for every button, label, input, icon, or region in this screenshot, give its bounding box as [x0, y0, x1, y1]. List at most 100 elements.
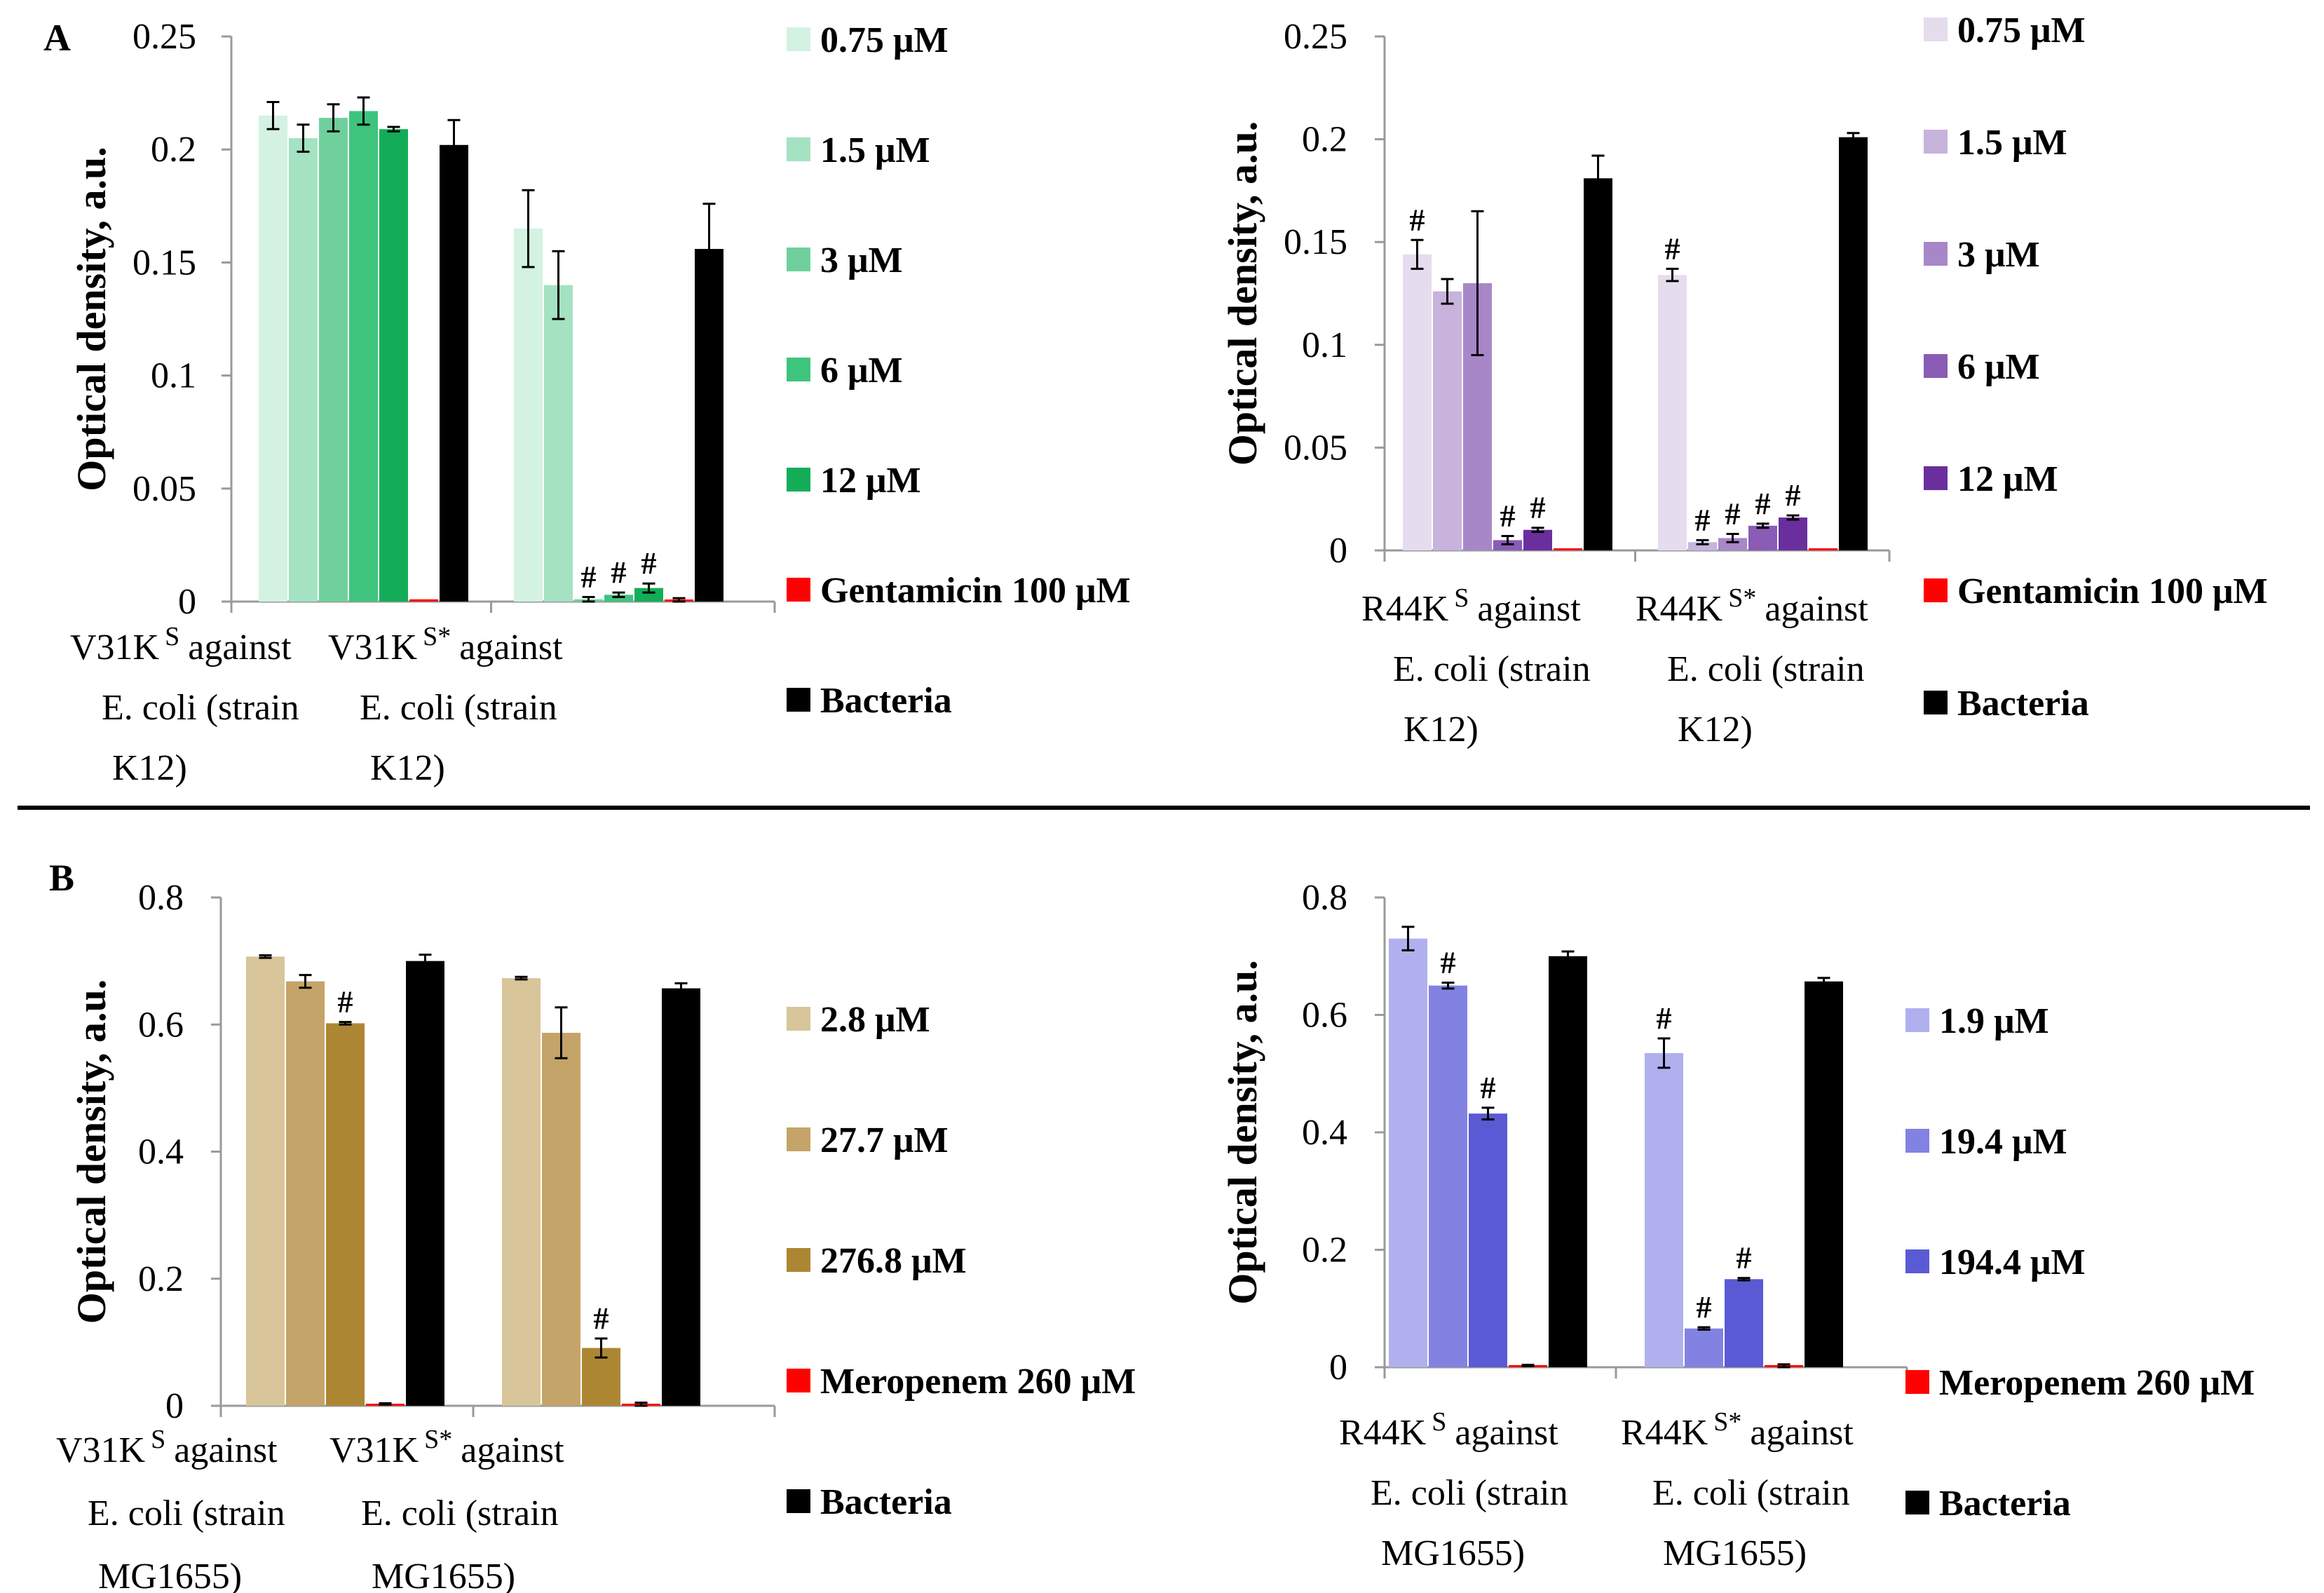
panel-label-a: A: [43, 17, 71, 59]
b-right-bar: [1549, 956, 1587, 1367]
b-left-group-label-line: V31K S* against: [329, 1425, 564, 1470]
a-right-group-label-line: E. coli (strain: [1393, 649, 1591, 689]
a-left-group-label-line: E. coli (strain: [102, 688, 299, 728]
a-right-legend-label: Bacteria: [1957, 684, 2089, 724]
a-right-significance-mark: #: [1410, 203, 1425, 237]
b-right-y-tick-label: 0.6: [1302, 996, 1347, 1036]
a-left-y-tick-label: 0.1: [151, 356, 196, 396]
b-left-group-label-line: E. coli (strain: [361, 1493, 559, 1533]
a-left-y-tick-label: 0.05: [132, 469, 196, 509]
b-left-legend-label: 276.8 μM: [820, 1241, 967, 1281]
b-right-legend-swatch: [1905, 1008, 1929, 1032]
a-right-y-axis-label: Optical density, a.u.: [1220, 121, 1265, 466]
b-right-significance-mark: #: [1441, 945, 1456, 979]
a-left-bar: [440, 144, 468, 602]
a-right-bar: [1658, 275, 1687, 550]
b-left-bar: [542, 1033, 580, 1406]
b-right-y-axis-label: Optical density, a.u.: [1220, 960, 1265, 1304]
a-left-legend-swatch: [787, 468, 810, 492]
group-label-base: V31K: [70, 628, 160, 667]
b-left-bar: [326, 1023, 365, 1406]
b-left-group-label-line: MG1655): [98, 1557, 242, 1593]
b-left-y-tick-label: 0.2: [138, 1259, 184, 1299]
a-left-legend-label: 3 μM: [820, 240, 903, 280]
a-right-legend-label: 3 μM: [1957, 235, 2040, 275]
a-left-bar: [514, 229, 543, 602]
group-label-rest: against: [188, 628, 292, 667]
a-left-group-label-line: E. coli (strain: [360, 688, 557, 728]
group-label-base: V31K: [328, 628, 418, 667]
b-left-legend-swatch: [787, 1369, 810, 1392]
a-left-bar: [409, 599, 438, 602]
chart-a-right: 0 0.05 0.1 0.15 0.2 0.25 Optical density, a.u.…: [1220, 11, 2268, 750]
b-left-group-label-line: MG1655): [372, 1557, 515, 1593]
b-right-y-tick-label: 0.8: [1302, 878, 1347, 918]
charts-layer: 0 0.05 0.1 0.15 0.2 0.25 Optical density, a.u.…: [56, 11, 2268, 1593]
a-right-legend-swatch: [1924, 466, 1948, 490]
a-right-significance-mark: #: [1786, 478, 1801, 513]
b-left-group-label-line: E. coli (strain: [88, 1493, 285, 1533]
b-right-y-tick-label: 0: [1329, 1348, 1347, 1388]
a-right-significance-mark: #: [1755, 487, 1771, 521]
b-left-y-tick-label: 0.4: [138, 1132, 184, 1172]
a-left-bar: [634, 588, 663, 602]
a-left-bar: [319, 118, 348, 602]
b-right-bar: [1805, 981, 1843, 1367]
b-left-legend-swatch: [787, 1007, 810, 1031]
chart-a-left: 0 0.05 0.1 0.15 0.2 0.25 Optical density, a.u.…: [69, 17, 1131, 788]
group-label-base: R44K: [1361, 589, 1449, 629]
group-label-superscript: S*: [424, 1425, 452, 1454]
group-label-base: R44K: [1339, 1413, 1427, 1453]
a-left-legend-swatch: [787, 137, 810, 161]
a-right-group-label-line: R44K S* against: [1636, 583, 1868, 629]
b-right-bar: [1725, 1279, 1763, 1367]
a-left-y-tick-label: 0.25: [132, 17, 196, 57]
b-right-significance-mark: #: [1481, 1071, 1496, 1105]
b-left-legend-swatch: [787, 1489, 810, 1513]
a-right-legend-label: Gentamicin 100 μM: [1957, 571, 2268, 611]
a-right-bar: [1839, 137, 1868, 551]
a-right-legend-swatch: [1924, 578, 1948, 602]
b-right-y-tick-label: 0.2: [1302, 1231, 1347, 1270]
a-right-bar: [1584, 178, 1612, 551]
b-right-bar: [1389, 938, 1427, 1367]
group-label-rest: against: [1455, 1413, 1558, 1453]
a-right-bar: [1748, 525, 1777, 550]
a-right-y-tick-label: 0.15: [1284, 222, 1347, 262]
group-label-superscript: S: [151, 1425, 165, 1454]
a-right-bar: [1809, 548, 1837, 550]
a-left-bar: [259, 115, 287, 602]
a-left-legend-label: Bacteria: [820, 681, 952, 721]
a-right-bar: [1403, 254, 1432, 550]
a-right-bar: [1433, 291, 1462, 550]
a-right-legend-label: 12 μM: [1957, 459, 2058, 499]
a-right-legend-swatch: [1924, 130, 1948, 154]
a-right-y-tick-label: 0.25: [1284, 17, 1347, 57]
a-left-group-label-line: K12): [112, 748, 187, 788]
b-right-bar: [1429, 985, 1467, 1367]
b-left-y-axis-label: Optical density, a.u.: [69, 979, 114, 1324]
group-label-base: V31K: [329, 1430, 419, 1470]
chart-b-right: 0 0.2 0.4 0.6 0.8 Optical density, a.u. # # # # # R…: [1220, 878, 2255, 1573]
group-label-base: V31K: [56, 1430, 146, 1470]
a-left-legend-swatch: [787, 578, 810, 602]
b-left-significance-mark: #: [338, 985, 353, 1019]
a-left-legend-swatch: [787, 248, 810, 271]
b-right-significance-mark: #: [1737, 1241, 1752, 1275]
b-left-y-tick-label: 0: [165, 1386, 184, 1426]
a-right-y-tick-label: 0.2: [1302, 120, 1347, 160]
b-right-legend-swatch: [1905, 1129, 1929, 1153]
b-right-legend-label: Bacteria: [1939, 1484, 2071, 1524]
b-left-legend-label: Bacteria: [820, 1482, 952, 1522]
panel-label-b: B: [49, 857, 74, 899]
b-right-legend-label: Meropenem 260 μM: [1939, 1363, 2255, 1403]
a-left-y-axis-label: Optical density, a.u.: [69, 147, 114, 491]
a-right-y-tick-label: 0.1: [1302, 325, 1347, 365]
a-right-legend-label: 6 μM: [1957, 347, 2040, 387]
group-label-rest: against: [1750, 1413, 1854, 1453]
